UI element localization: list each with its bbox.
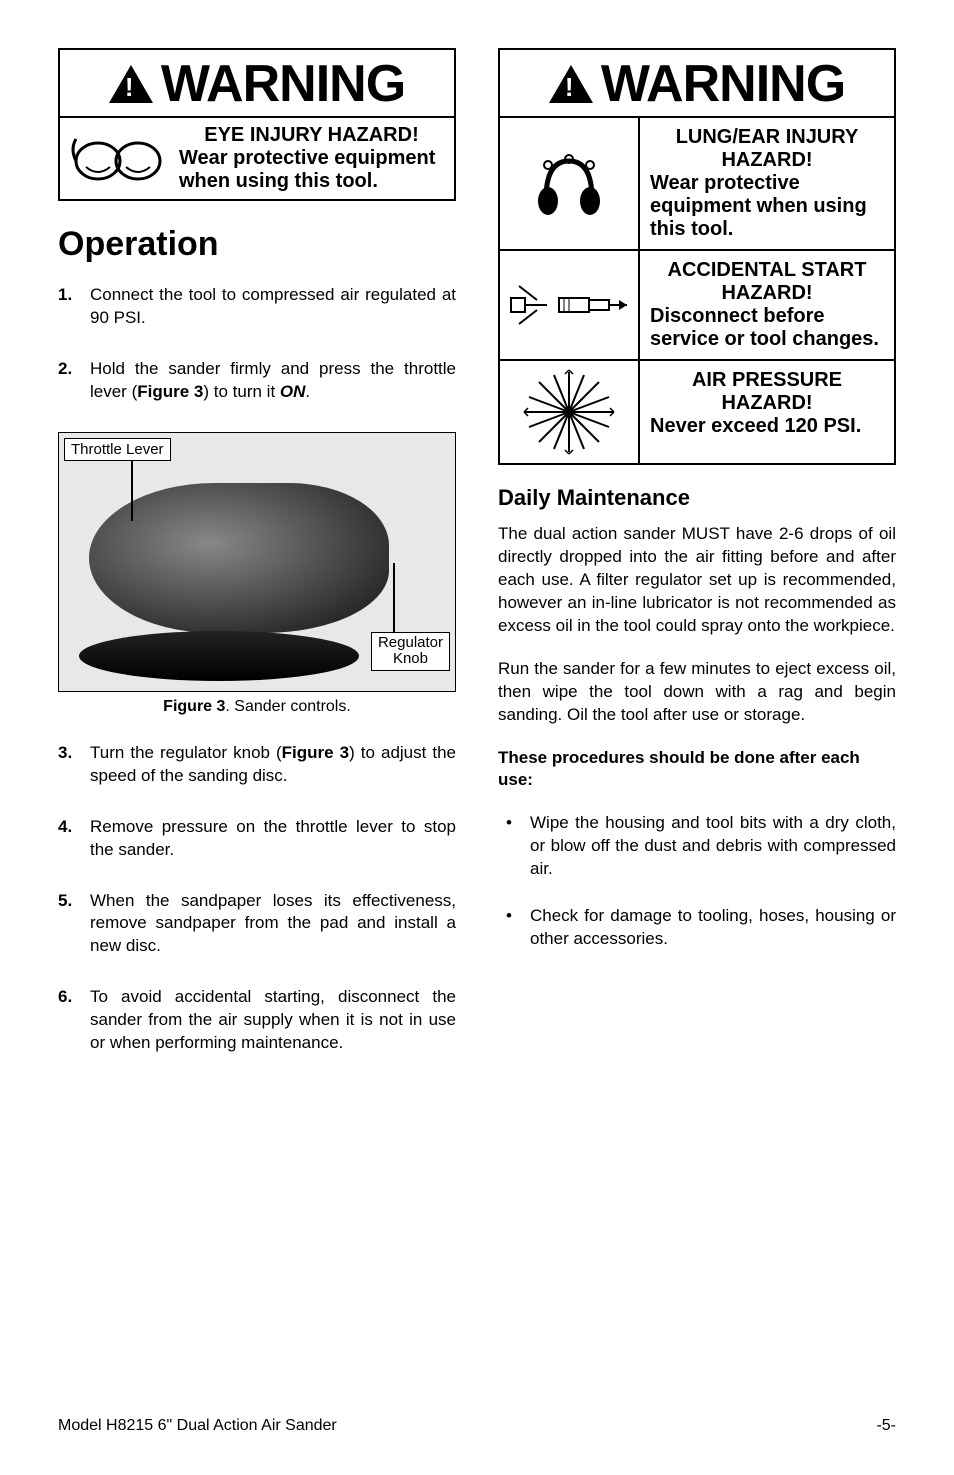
warning-header-right: WARNING: [500, 50, 894, 118]
earmuff-icon: [500, 118, 640, 249]
section-heading: Operation: [58, 225, 456, 264]
step-4: Remove pressure on the throttle lever to…: [58, 816, 456, 862]
leader-line-br: [393, 563, 395, 633]
footer-left: Model H8215 6" Dual Action Air Sander: [58, 1417, 337, 1435]
warning-word: WARNING: [161, 54, 405, 114]
step-6: To avoid accidental starting, disconnect…: [58, 986, 456, 1055]
steps-list-b: Turn the regulator knob (Figure 3) to ad…: [58, 742, 456, 1055]
warning-header: WARNING: [60, 50, 454, 118]
warning-box-right: WARNING LUNG/EAR INJURY HAZARD! Wear p: [498, 48, 896, 465]
warning-body: Wear protective equipment when using thi…: [179, 147, 444, 193]
warning-row-title: AIR PRESSURE HAZARD!: [650, 369, 884, 415]
sander-illustration: [89, 483, 389, 633]
step-2: Hold the sander firmly and press the thr…: [58, 358, 456, 404]
maintenance-para-2: Run the sander for a few minutes to ejec…: [498, 658, 896, 727]
warning-row-title: ACCIDENTAL START HAZARD!: [650, 259, 884, 305]
step-5: When the sandpaper loses its effectivene…: [58, 890, 456, 959]
warning-row-text: ACCIDENTAL START HAZARD! Disconnect befo…: [640, 251, 894, 359]
figure-caption-bold: Figure 3: [163, 698, 225, 715]
warning-row-pressure: AIR PRESSURE HAZARD! Never exceed 120 PS…: [500, 361, 894, 463]
leader-line-tl: [131, 461, 133, 521]
figure-caption-rest: . Sander controls.: [225, 698, 350, 715]
procedure-bullet-1: Wipe the housing and tool bits with a dr…: [498, 812, 896, 881]
figure-3: Throttle Lever Regulator Knob: [58, 432, 456, 692]
subsection-heading: Daily Maintenance: [498, 485, 896, 511]
warning-triangle-icon: [109, 65, 153, 103]
warning-triangle-icon: [549, 65, 593, 103]
figure-caption: Figure 3. Sander controls.: [58, 698, 456, 716]
disconnect-icon: [500, 251, 640, 359]
warning-row-text: AIR PRESSURE HAZARD! Never exceed 120 PS…: [640, 361, 894, 463]
warning-row-body: Wear protective equipment when using thi…: [650, 172, 884, 241]
steps-list-a: Connect the tool to compressed air regul…: [58, 284, 456, 404]
footer-right: -5-: [876, 1417, 896, 1435]
warning-word: WARNING: [601, 54, 845, 114]
warning-text: EYE INJURY HAZARD! Wear protective equip…: [175, 118, 454, 199]
warning-row-body: Never exceed 120 PSI.: [650, 415, 884, 438]
warning-box-left: WARNING EYE INJURY HAZARD! Wear protect: [58, 48, 456, 201]
burst-icon: [500, 361, 640, 463]
procedures-list: Wipe the housing and tool bits with a dr…: [498, 812, 896, 951]
warning-row-title: LUNG/EAR INJURY HAZARD!: [650, 126, 884, 172]
goggles-icon: [60, 121, 175, 197]
warning-row-lung-ear: LUNG/EAR INJURY HAZARD! Wear protective …: [500, 118, 894, 251]
step-3: Turn the regulator knob (Figure 3) to ad…: [58, 742, 456, 788]
step-1: Connect the tool to compressed air regul…: [58, 284, 456, 330]
procedures-heading: These procedures should be done after ea…: [498, 747, 896, 793]
warning-row-text: LUNG/EAR INJURY HAZARD! Wear protective …: [640, 118, 894, 249]
maintenance-para-1: The dual action sander MUST have 2-6 dro…: [498, 523, 896, 638]
figure-label-regulator: Regulator Knob: [371, 632, 450, 671]
warning-row-body: Disconnect before service or tool change…: [650, 305, 884, 351]
page-footer: Model H8215 6" Dual Action Air Sander -5…: [58, 1417, 896, 1435]
warning-content: EYE INJURY HAZARD! Wear protective equip…: [60, 118, 454, 199]
procedure-bullet-2: Check for damage to tooling, hoses, hous…: [498, 905, 896, 951]
right-column: WARNING LUNG/EAR INJURY HAZARD! Wear p: [498, 48, 896, 1083]
sander-disc-illustration: [79, 631, 359, 681]
warning-title: EYE INJURY HAZARD!: [179, 124, 444, 147]
warning-row-accidental: ACCIDENTAL START HAZARD! Disconnect befo…: [500, 251, 894, 361]
left-column: WARNING EYE INJURY HAZARD! Wear protect: [58, 48, 456, 1083]
figure-label-throttle: Throttle Lever: [64, 438, 171, 461]
